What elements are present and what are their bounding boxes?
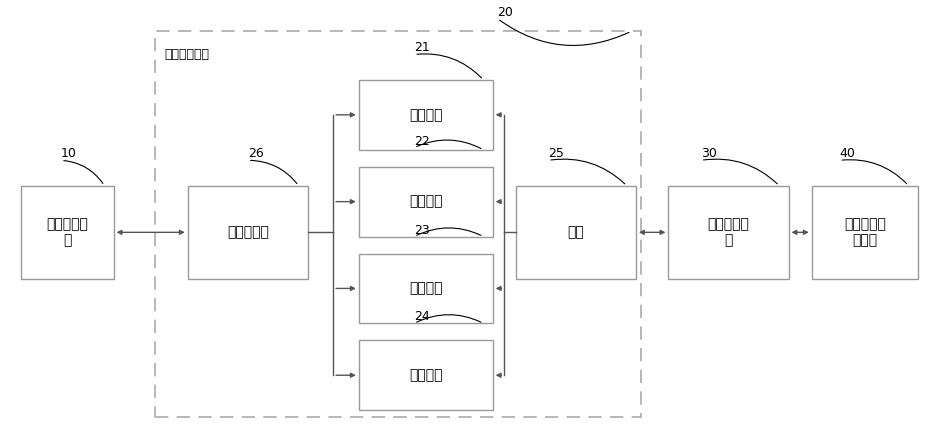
Bar	[155, 31, 641, 416]
Bar	[359, 167, 493, 237]
Text: 21: 21	[414, 41, 430, 54]
Bar	[21, 186, 113, 279]
Text: 24: 24	[414, 310, 430, 324]
Text: 中央处理单元: 中央处理单元	[165, 48, 209, 61]
Bar	[516, 186, 636, 279]
Text: 30: 30	[700, 147, 717, 160]
Text: 人机交互单
元: 人机交互单 元	[46, 217, 88, 248]
Text: 验证单元: 验证单元	[409, 195, 443, 209]
Text: 20: 20	[498, 6, 513, 19]
Bar	[359, 340, 493, 410]
Text: 预处理单元: 预处理单元	[227, 226, 269, 239]
Text: 帮助单元: 帮助单元	[409, 368, 443, 382]
Bar	[188, 186, 308, 279]
Text: 内核驱动单
元: 内核驱动单 元	[708, 217, 750, 248]
Text: 40: 40	[840, 147, 856, 160]
Text: 23: 23	[414, 224, 430, 237]
Text: 10: 10	[61, 147, 77, 160]
Text: 备份单元: 备份单元	[409, 281, 443, 295]
Text: 刷新单元: 刷新单元	[409, 108, 443, 122]
Text: 内存: 内存	[567, 226, 584, 239]
Text: 26: 26	[247, 147, 263, 160]
Bar	[669, 186, 789, 279]
Bar	[812, 186, 918, 279]
Text: 25: 25	[548, 147, 565, 160]
Text: 22: 22	[414, 135, 430, 148]
Text: 网卡非易失
性内存: 网卡非易失 性内存	[844, 217, 885, 248]
Bar	[359, 80, 493, 150]
Bar	[359, 254, 493, 324]
